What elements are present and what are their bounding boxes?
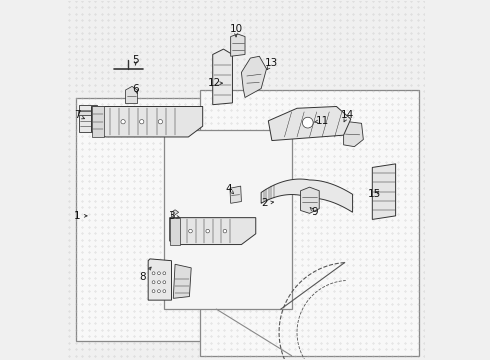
Text: 6: 6 <box>132 84 139 94</box>
Circle shape <box>189 229 192 233</box>
Circle shape <box>157 281 160 284</box>
Text: 8: 8 <box>140 272 146 282</box>
Circle shape <box>163 272 166 275</box>
Text: 15: 15 <box>368 189 381 199</box>
Polygon shape <box>173 264 191 298</box>
Polygon shape <box>79 105 97 132</box>
Bar <box>76 98 283 341</box>
Polygon shape <box>343 122 364 147</box>
Text: 11: 11 <box>316 116 329 126</box>
Polygon shape <box>372 164 395 220</box>
Text: 5: 5 <box>132 55 139 65</box>
Text: 12: 12 <box>208 78 221 88</box>
Polygon shape <box>231 34 245 56</box>
Text: 2: 2 <box>261 198 268 208</box>
Polygon shape <box>92 107 104 137</box>
Polygon shape <box>125 86 137 104</box>
Polygon shape <box>92 107 203 137</box>
Circle shape <box>302 117 313 128</box>
Polygon shape <box>269 107 351 140</box>
Bar <box>200 90 419 356</box>
Text: 7: 7 <box>74 111 80 121</box>
Text: 4: 4 <box>225 184 232 194</box>
Text: 13: 13 <box>265 58 278 68</box>
Circle shape <box>163 281 166 284</box>
Circle shape <box>158 120 163 124</box>
Circle shape <box>223 229 227 233</box>
Circle shape <box>152 272 155 275</box>
Polygon shape <box>261 179 353 212</box>
Polygon shape <box>170 218 256 244</box>
Polygon shape <box>172 210 179 218</box>
Polygon shape <box>77 111 98 116</box>
Circle shape <box>157 272 160 275</box>
Polygon shape <box>300 187 319 213</box>
Polygon shape <box>148 259 171 300</box>
Polygon shape <box>230 186 242 203</box>
Bar <box>164 130 292 309</box>
Text: 9: 9 <box>312 207 318 217</box>
Circle shape <box>121 120 125 124</box>
Polygon shape <box>213 49 232 105</box>
Text: 14: 14 <box>341 111 354 121</box>
Circle shape <box>152 290 155 293</box>
Text: 10: 10 <box>229 24 243 35</box>
Circle shape <box>163 290 166 293</box>
Circle shape <box>140 120 144 124</box>
Circle shape <box>206 229 210 233</box>
Text: 1: 1 <box>74 211 80 221</box>
Polygon shape <box>170 218 180 244</box>
Text: 3: 3 <box>168 211 175 221</box>
Circle shape <box>157 290 160 293</box>
Polygon shape <box>242 56 267 98</box>
Circle shape <box>152 281 155 284</box>
